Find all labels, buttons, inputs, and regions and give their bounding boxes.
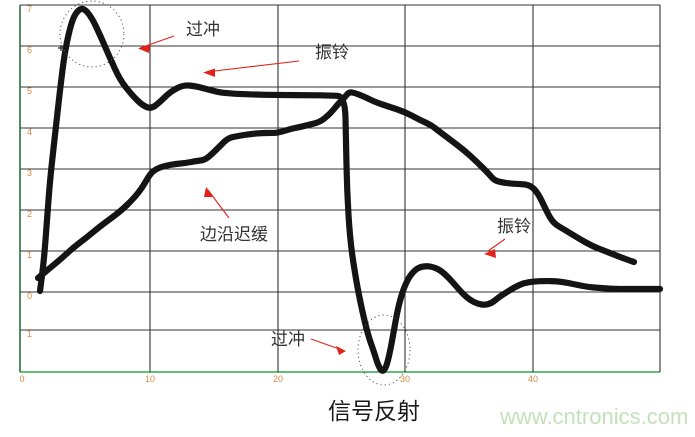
svg-text:边沿迟缓: 边沿迟缓 <box>200 225 268 244</box>
svg-text:4: 4 <box>27 127 32 137</box>
svg-text:振铃: 振铃 <box>497 217 531 236</box>
svg-text:3: 3 <box>27 168 32 178</box>
svg-text:30: 30 <box>400 374 410 384</box>
svg-text:www.cntronics.com: www.cntronics.com <box>499 404 688 429</box>
svg-text:过冲: 过冲 <box>271 330 305 349</box>
svg-text:5: 5 <box>27 86 32 96</box>
svg-text:1: 1 <box>27 250 32 260</box>
svg-text:2: 2 <box>27 209 32 219</box>
svg-text:20: 20 <box>273 374 283 384</box>
svg-text:10: 10 <box>145 374 155 384</box>
svg-text:过冲: 过冲 <box>186 20 220 39</box>
svg-text:1: 1 <box>27 329 32 339</box>
svg-text:信号反射: 信号反射 <box>328 398 420 424</box>
svg-text:0: 0 <box>27 291 32 301</box>
svg-text:0: 0 <box>19 374 24 384</box>
svg-text:7: 7 <box>27 4 32 14</box>
svg-text:40: 40 <box>528 374 538 384</box>
svg-text:6: 6 <box>27 45 32 55</box>
svg-text:振铃: 振铃 <box>315 43 349 62</box>
